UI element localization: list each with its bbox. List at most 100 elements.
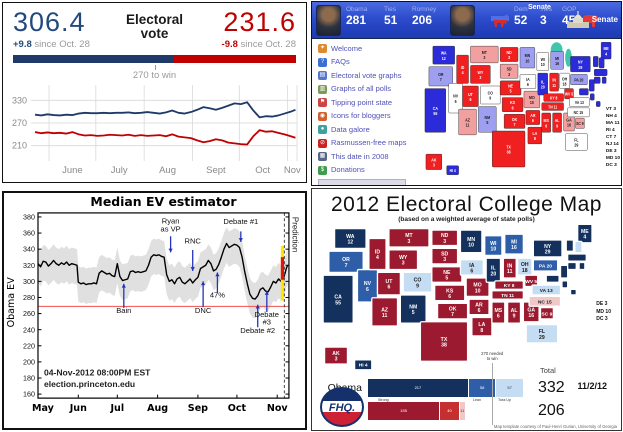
state-ak[interactable] xyxy=(323,346,349,365)
state-sd[interactable] xyxy=(431,247,459,265)
sidebar-item-electoral-vote-graphs[interactable]: ▤ Electoral vote graphs xyxy=(318,71,418,80)
state-va[interactable] xyxy=(531,284,562,296)
state-nc[interactable] xyxy=(528,295,562,307)
sidebar-item-data-galore[interactable]: ● Data galore xyxy=(318,125,418,134)
state-tx[interactable] xyxy=(419,321,469,362)
state-wy[interactable] xyxy=(470,65,491,84)
state-il[interactable] xyxy=(537,72,548,96)
state-wi[interactable] xyxy=(536,52,549,71)
state-hi[interactable] xyxy=(446,165,459,175)
state-id[interactable] xyxy=(456,54,469,84)
state-mo[interactable] xyxy=(465,277,490,297)
state-pa[interactable] xyxy=(532,259,559,272)
sidebar-item-tipping-point-state[interactable]: ⚑ Tipping point state xyxy=(318,98,418,107)
state-tn[interactable] xyxy=(541,102,564,111)
state-wy[interactable] xyxy=(388,249,419,271)
state-md[interactable] xyxy=(545,274,560,283)
state-nd[interactable] xyxy=(500,47,519,62)
state-nc[interactable] xyxy=(567,107,590,118)
senate-link[interactable]: Senate xyxy=(591,15,618,24)
state-me[interactable] xyxy=(577,223,593,244)
state-me[interactable] xyxy=(600,42,612,60)
state-nj[interactable] xyxy=(559,264,569,279)
romney-photo[interactable] xyxy=(450,5,475,36)
state-tx[interactable] xyxy=(492,130,526,168)
state-tn[interactable] xyxy=(491,290,524,300)
state-wi[interactable] xyxy=(484,235,503,257)
state-mo[interactable] xyxy=(523,90,540,109)
state-ks[interactable] xyxy=(434,284,466,302)
state-md[interactable] xyxy=(579,88,589,96)
state-az[interactable] xyxy=(458,108,477,136)
state-mi[interactable] xyxy=(504,233,524,255)
sidebar-item-rasmussen-free-maps[interactable]: ⊘ Rasmussen-free maps xyxy=(318,138,418,148)
state-wa[interactable] xyxy=(432,45,455,65)
state-oh[interactable] xyxy=(559,72,570,89)
state-de[interactable] xyxy=(561,280,569,289)
state-ak[interactable] xyxy=(425,153,442,170)
us-map-electoral-vote[interactable]: WA12OR7CA55NV6ID4MT3WY3UT6CO9AZ11NM5ND3S… xyxy=(420,41,618,185)
state-id[interactable] xyxy=(368,237,387,271)
state-sd[interactable] xyxy=(500,63,519,79)
state-wa[interactable] xyxy=(333,228,367,250)
state-mt[interactable] xyxy=(470,45,499,64)
state-ma[interactable] xyxy=(594,69,608,76)
state-ri[interactable] xyxy=(578,261,586,271)
sidebar-item-donations[interactable]: $ Donations xyxy=(318,165,418,175)
state-in[interactable] xyxy=(502,257,517,279)
state-vt[interactable] xyxy=(593,56,599,67)
state-nm[interactable] xyxy=(399,294,427,324)
state-hi[interactable] xyxy=(353,359,373,371)
state-ca[interactable] xyxy=(322,274,354,324)
state-mn[interactable] xyxy=(519,47,536,69)
state-in[interactable] xyxy=(549,72,559,92)
state-ut[interactable] xyxy=(376,271,402,296)
state-la[interactable] xyxy=(471,316,493,337)
state-al[interactable] xyxy=(552,112,562,133)
state-sc[interactable] xyxy=(575,117,585,129)
state-nd[interactable] xyxy=(431,229,459,247)
state-mn[interactable] xyxy=(459,229,483,254)
state-ks[interactable] xyxy=(501,97,524,112)
state-ok[interactable] xyxy=(503,114,526,129)
state-ky[interactable] xyxy=(494,280,524,290)
state-la[interactable] xyxy=(527,126,542,145)
state-il[interactable] xyxy=(485,257,502,283)
state-va[interactable] xyxy=(569,97,590,107)
state-fl[interactable] xyxy=(565,133,588,151)
state-ri[interactable] xyxy=(601,76,607,84)
state-pa[interactable] xyxy=(570,74,588,85)
state-ma[interactable] xyxy=(567,253,587,262)
state-al[interactable] xyxy=(506,301,522,324)
state-ut[interactable] xyxy=(462,85,479,107)
state-ca[interactable] xyxy=(424,88,446,133)
obama-photo[interactable] xyxy=(316,5,341,36)
state-nm[interactable] xyxy=(478,106,497,133)
state-ny[interactable] xyxy=(532,239,563,258)
sidebar-item-graphs-of-all-polls[interactable]: ▥ Graphs of all polls xyxy=(318,84,418,94)
state-de[interactable] xyxy=(590,93,595,101)
state-wv[interactable] xyxy=(524,274,539,288)
state-ny[interactable] xyxy=(570,56,591,73)
state-mt[interactable] xyxy=(388,228,430,248)
state-vt[interactable] xyxy=(565,239,575,252)
state-ct[interactable] xyxy=(594,76,601,84)
state-dc[interactable] xyxy=(569,288,577,296)
state-dc[interactable] xyxy=(596,101,601,107)
state-ms[interactable] xyxy=(491,301,506,324)
state-sc[interactable] xyxy=(539,307,555,320)
state-az[interactable] xyxy=(371,297,399,327)
sidebar-item-this-date-in-2008[interactable]: ▦ This date in 2008 xyxy=(318,152,418,161)
state-ia[interactable] xyxy=(459,259,484,276)
state-nj[interactable] xyxy=(589,79,595,92)
state-wv[interactable] xyxy=(564,88,574,100)
state-ok[interactable] xyxy=(436,302,469,320)
sidebar-item-icons-for-bloggers[interactable]: ◉ Icons for bloggers xyxy=(318,111,418,121)
state-nh[interactable] xyxy=(574,240,583,254)
sidebar-item-faqs[interactable]: ? FAQs xyxy=(318,57,418,67)
state-fl[interactable] xyxy=(525,323,559,344)
state-ia[interactable] xyxy=(519,74,537,89)
state-ar[interactable] xyxy=(525,110,540,125)
state-or[interactable] xyxy=(428,66,453,87)
us-map-fhq[interactable]: WA12OR7CA55NV6ID4MT3WY3UT6CO9AZ11NM5ND3S… xyxy=(316,223,602,381)
